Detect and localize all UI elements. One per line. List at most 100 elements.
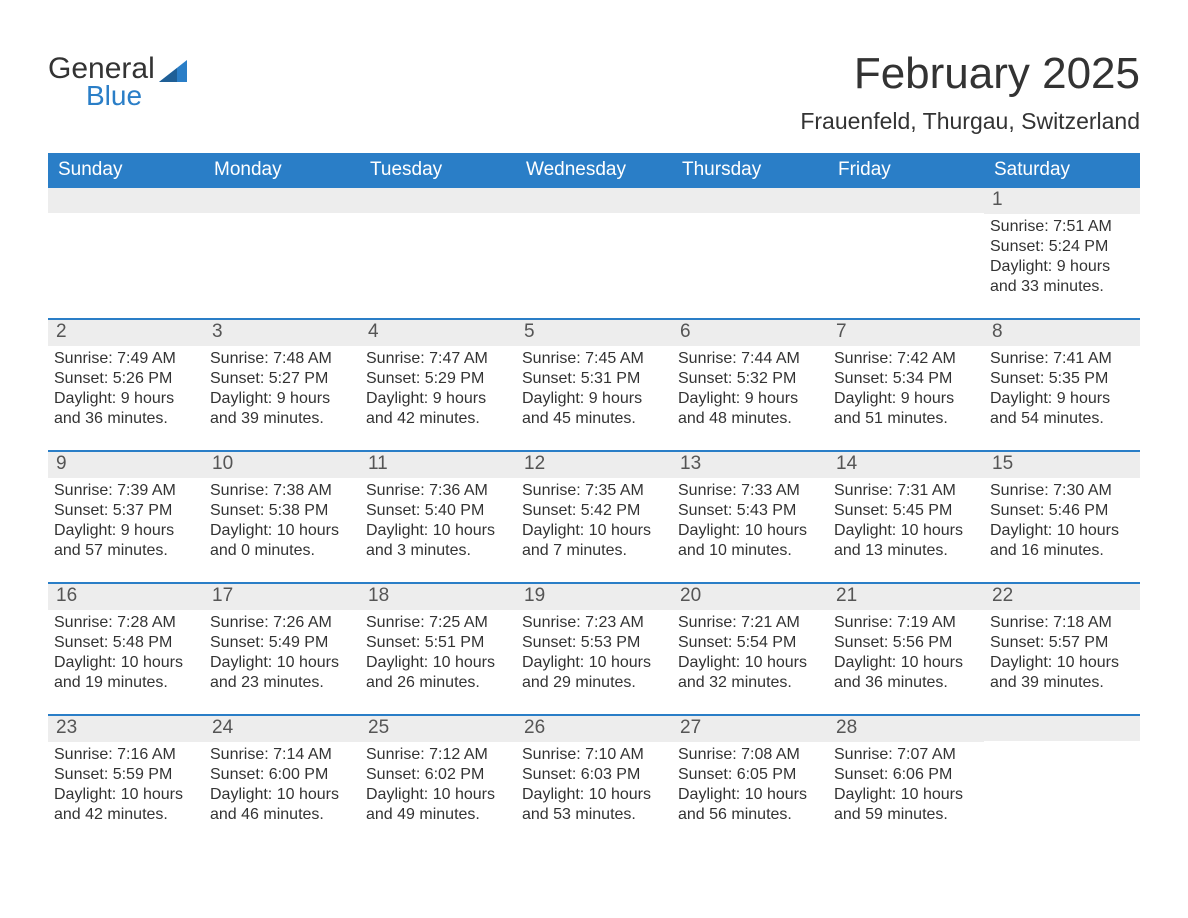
- day-details: Sunrise: 7:19 AMSunset: 5:56 PMDaylight:…: [828, 610, 984, 699]
- day-number: 20: [672, 584, 828, 610]
- sunset-text: Sunset: 5:57 PM: [990, 633, 1134, 653]
- day-number: 4: [360, 320, 516, 346]
- day-number: 14: [828, 452, 984, 478]
- daylight-text: Daylight: 10 hours and 49 minutes.: [366, 785, 510, 825]
- sunset-text: Sunset: 5:27 PM: [210, 369, 354, 389]
- sunrise-text: Sunrise: 7:39 AM: [54, 481, 198, 501]
- sunset-text: Sunset: 5:35 PM: [990, 369, 1134, 389]
- sunrise-text: Sunrise: 7:41 AM: [990, 349, 1134, 369]
- day-cell: [516, 188, 672, 318]
- sunrise-text: Sunrise: 7:08 AM: [678, 745, 822, 765]
- day-cell: 11Sunrise: 7:36 AMSunset: 5:40 PMDayligh…: [360, 452, 516, 582]
- dow-monday: Monday: [204, 153, 360, 188]
- sunset-text: Sunset: 5:26 PM: [54, 369, 198, 389]
- day-details: Sunrise: 7:35 AMSunset: 5:42 PMDaylight:…: [516, 478, 672, 567]
- sunset-text: Sunset: 5:29 PM: [366, 369, 510, 389]
- sunrise-text: Sunrise: 7:26 AM: [210, 613, 354, 633]
- day-cell: 20Sunrise: 7:21 AMSunset: 5:54 PMDayligh…: [672, 584, 828, 714]
- sunset-text: Sunset: 6:06 PM: [834, 765, 978, 785]
- day-cell: [828, 188, 984, 318]
- sunrise-text: Sunrise: 7:30 AM: [990, 481, 1134, 501]
- sunrise-text: Sunrise: 7:14 AM: [210, 745, 354, 765]
- day-cell: 10Sunrise: 7:38 AMSunset: 5:38 PMDayligh…: [204, 452, 360, 582]
- day-cell: 2Sunrise: 7:49 AMSunset: 5:26 PMDaylight…: [48, 320, 204, 450]
- day-cell: 12Sunrise: 7:35 AMSunset: 5:42 PMDayligh…: [516, 452, 672, 582]
- daylight-text: Daylight: 10 hours and 39 minutes.: [990, 653, 1134, 693]
- day-details: Sunrise: 7:21 AMSunset: 5:54 PMDaylight:…: [672, 610, 828, 699]
- dow-thursday: Thursday: [672, 153, 828, 188]
- day-cell: 4Sunrise: 7:47 AMSunset: 5:29 PMDaylight…: [360, 320, 516, 450]
- dow-saturday: Saturday: [984, 153, 1140, 188]
- sunrise-text: Sunrise: 7:19 AM: [834, 613, 978, 633]
- day-number: [828, 188, 984, 213]
- day-details: Sunrise: 7:44 AMSunset: 5:32 PMDaylight:…: [672, 346, 828, 435]
- daylight-text: Daylight: 9 hours and 54 minutes.: [990, 389, 1134, 429]
- sunrise-text: Sunrise: 7:49 AM: [54, 349, 198, 369]
- daylight-text: Daylight: 9 hours and 48 minutes.: [678, 389, 822, 429]
- day-details: Sunrise: 7:45 AMSunset: 5:31 PMDaylight:…: [516, 346, 672, 435]
- daylight-text: Daylight: 10 hours and 0 minutes.: [210, 521, 354, 561]
- daylight-text: Daylight: 10 hours and 32 minutes.: [678, 653, 822, 693]
- daylight-text: Daylight: 10 hours and 53 minutes.: [522, 785, 666, 825]
- sunrise-text: Sunrise: 7:48 AM: [210, 349, 354, 369]
- day-cell: 25Sunrise: 7:12 AMSunset: 6:02 PMDayligh…: [360, 716, 516, 846]
- sunset-text: Sunset: 5:51 PM: [366, 633, 510, 653]
- week-row: 9Sunrise: 7:39 AMSunset: 5:37 PMDaylight…: [48, 450, 1140, 582]
- page-header: General Blue February 2025 Frauenfeld, T…: [48, 50, 1140, 135]
- sunset-text: Sunset: 5:40 PM: [366, 501, 510, 521]
- day-cell: [984, 716, 1140, 846]
- title-block: February 2025 Frauenfeld, Thurgau, Switz…: [800, 50, 1140, 135]
- day-details: Sunrise: 7:36 AMSunset: 5:40 PMDaylight:…: [360, 478, 516, 567]
- sunrise-text: Sunrise: 7:38 AM: [210, 481, 354, 501]
- sunset-text: Sunset: 6:00 PM: [210, 765, 354, 785]
- sunrise-text: Sunrise: 7:44 AM: [678, 349, 822, 369]
- day-details: Sunrise: 7:49 AMSunset: 5:26 PMDaylight:…: [48, 346, 204, 435]
- brand-logo-text: General Blue: [48, 54, 155, 110]
- day-cell: 15Sunrise: 7:30 AMSunset: 5:46 PMDayligh…: [984, 452, 1140, 582]
- dow-tuesday: Tuesday: [360, 153, 516, 188]
- day-number: [48, 188, 204, 213]
- day-cell: 1Sunrise: 7:51 AMSunset: 5:24 PMDaylight…: [984, 188, 1140, 318]
- sunrise-text: Sunrise: 7:25 AM: [366, 613, 510, 633]
- sunset-text: Sunset: 5:32 PM: [678, 369, 822, 389]
- day-details: Sunrise: 7:14 AMSunset: 6:00 PMDaylight:…: [204, 742, 360, 831]
- week-row: 16Sunrise: 7:28 AMSunset: 5:48 PMDayligh…: [48, 582, 1140, 714]
- daylight-text: Daylight: 9 hours and 51 minutes.: [834, 389, 978, 429]
- day-details: Sunrise: 7:30 AMSunset: 5:46 PMDaylight:…: [984, 478, 1140, 567]
- day-number: 15: [984, 452, 1140, 478]
- day-cell: 17Sunrise: 7:26 AMSunset: 5:49 PMDayligh…: [204, 584, 360, 714]
- sunset-text: Sunset: 5:59 PM: [54, 765, 198, 785]
- day-details: Sunrise: 7:39 AMSunset: 5:37 PMDaylight:…: [48, 478, 204, 567]
- day-number: 5: [516, 320, 672, 346]
- day-cell: 26Sunrise: 7:10 AMSunset: 6:03 PMDayligh…: [516, 716, 672, 846]
- day-details: Sunrise: 7:07 AMSunset: 6:06 PMDaylight:…: [828, 742, 984, 831]
- day-number: 12: [516, 452, 672, 478]
- brand-word-2: Blue: [86, 82, 155, 110]
- sunset-text: Sunset: 5:48 PM: [54, 633, 198, 653]
- week-row: 2Sunrise: 7:49 AMSunset: 5:26 PMDaylight…: [48, 318, 1140, 450]
- day-cell: 21Sunrise: 7:19 AMSunset: 5:56 PMDayligh…: [828, 584, 984, 714]
- calendar-grid: Sunday Monday Tuesday Wednesday Thursday…: [48, 153, 1140, 846]
- sunrise-text: Sunrise: 7:47 AM: [366, 349, 510, 369]
- day-cell: [204, 188, 360, 318]
- day-details: Sunrise: 7:08 AMSunset: 6:05 PMDaylight:…: [672, 742, 828, 831]
- sunset-text: Sunset: 5:45 PM: [834, 501, 978, 521]
- day-cell: 27Sunrise: 7:08 AMSunset: 6:05 PMDayligh…: [672, 716, 828, 846]
- day-cell: 9Sunrise: 7:39 AMSunset: 5:37 PMDaylight…: [48, 452, 204, 582]
- day-number: [516, 188, 672, 213]
- daylight-text: Daylight: 10 hours and 19 minutes.: [54, 653, 198, 693]
- daylight-text: Daylight: 9 hours and 39 minutes.: [210, 389, 354, 429]
- sunset-text: Sunset: 5:43 PM: [678, 501, 822, 521]
- day-details: Sunrise: 7:42 AMSunset: 5:34 PMDaylight:…: [828, 346, 984, 435]
- day-cell: [672, 188, 828, 318]
- day-number: [984, 716, 1140, 741]
- daylight-text: Daylight: 10 hours and 26 minutes.: [366, 653, 510, 693]
- day-details: Sunrise: 7:31 AMSunset: 5:45 PMDaylight:…: [828, 478, 984, 567]
- day-cell: [360, 188, 516, 318]
- day-details: Sunrise: 7:47 AMSunset: 5:29 PMDaylight:…: [360, 346, 516, 435]
- day-details: Sunrise: 7:28 AMSunset: 5:48 PMDaylight:…: [48, 610, 204, 699]
- day-number: 25: [360, 716, 516, 742]
- dow-friday: Friday: [828, 153, 984, 188]
- day-number: 8: [984, 320, 1140, 346]
- daylight-text: Daylight: 10 hours and 56 minutes.: [678, 785, 822, 825]
